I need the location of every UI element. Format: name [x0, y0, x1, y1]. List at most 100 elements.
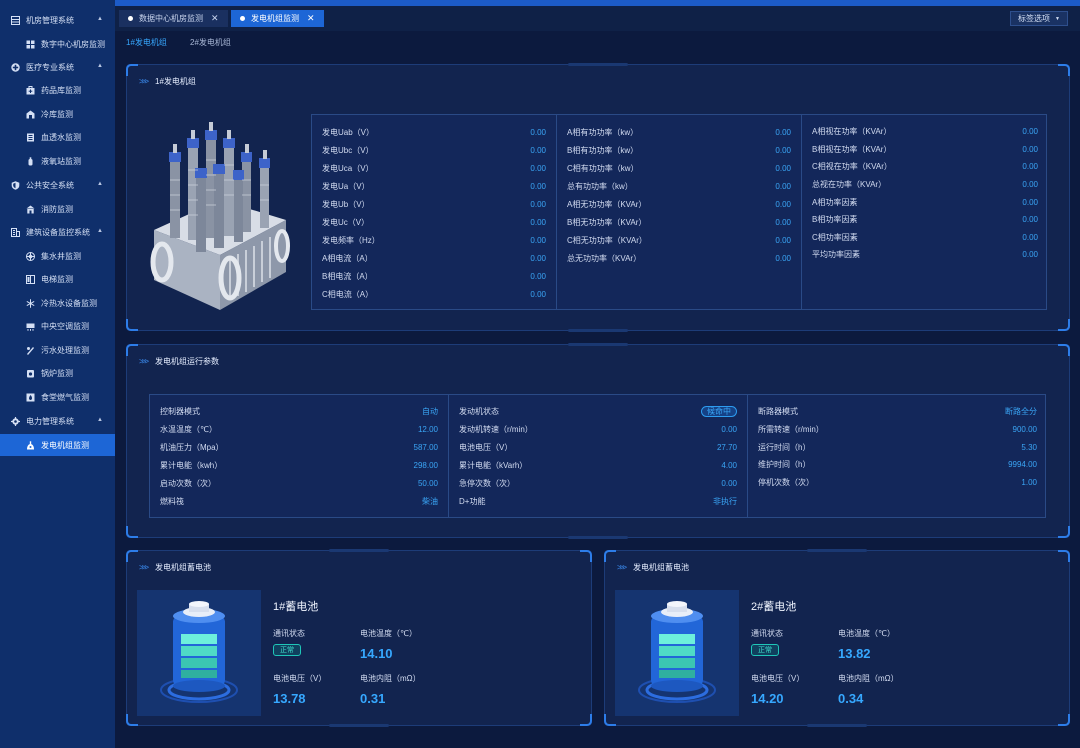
edge-deco — [568, 536, 628, 539]
sidebar-item-dialysis[interactable]: 血透水监测 — [0, 126, 115, 148]
data-row: 急停次数（次） 0.00 — [459, 477, 737, 489]
sidebar-group-room[interactable]: 机房管理系统 ▲ — [0, 9, 115, 31]
data-row: B相视在功率（KVAr） 0.00 — [812, 143, 1038, 155]
runtime-data-table: 控制器模式 自动 水温温度（℃） 12.00 机油压力（Mpa） 587.00 累计电… — [149, 394, 1046, 518]
sidebar-item-hotcold[interactable]: 冷热水设备监测 — [0, 292, 115, 314]
row-label: 电池电压（V） — [459, 442, 513, 452]
battery-panel-2: >>> 发电机组蓄电池 2#蓄电池 通讯状态 正常 电池温度（℃） 13.82 … — [604, 549, 1070, 727]
subtab-generator-1[interactable]: 1#发电机组 — [126, 38, 167, 47]
data-row: 发电Ubc（V） 0.00 — [322, 144, 546, 156]
chevron-up-icon[interactable]: ▲ — [97, 228, 103, 234]
tab-generator[interactable]: 发电机组监测 ✕ — [231, 10, 324, 27]
shield-icon — [11, 180, 20, 190]
sidebar-item-oxygen[interactable]: 液氧站监测 — [0, 150, 115, 172]
row-value: 0.00 — [530, 145, 546, 155]
corner-deco — [126, 344, 138, 356]
data-row: 总视在功率（KVAr） 0.00 — [812, 178, 1038, 190]
chevron-up-icon[interactable]: ▲ — [97, 417, 103, 423]
double-chevron-icon: >>> — [139, 357, 149, 366]
row-value: 0.00 — [1022, 249, 1038, 259]
sidebar-group-safety[interactable]: 公共安全系统 ▲ — [0, 174, 115, 196]
sidebar-item-cold[interactable]: 冷库监测 — [0, 103, 115, 125]
boiler-icon — [26, 369, 35, 378]
sidebar-item-boiler[interactable]: 锅炉监测 — [0, 362, 115, 384]
row-label: 总有功功率（kw） — [567, 181, 633, 191]
status-badge: 正常 — [751, 644, 779, 656]
close-icon[interactable]: ✕ — [307, 13, 315, 23]
data-row: 断路器模式 断路全分 — [758, 405, 1037, 417]
sidebar-item-fire[interactable]: 消防监测 — [0, 198, 115, 220]
tab-bar: 数据中心机房监测 ✕ 发电机组监测 ✕ 标签选项 ▼ — [115, 6, 1080, 31]
sidebar-item-label: 公共安全系统 — [26, 180, 74, 190]
status-badge: 候命中 — [701, 405, 737, 417]
sidebar-item-medicine[interactable]: 药品库监测 — [0, 79, 115, 101]
resistance-value: 0.34 — [838, 691, 864, 706]
row-value: 0.00 — [530, 253, 546, 263]
sidebar-group-medical[interactable]: 医疗专业系统 ▲ — [0, 56, 115, 78]
close-icon[interactable]: ✕ — [211, 13, 219, 23]
data-row: 发动机状态 候命中 — [459, 405, 737, 417]
sidebar-item-sewage[interactable]: 污水处理监测 — [0, 339, 115, 361]
tab-options-button[interactable]: 标签选项 ▼ — [1010, 11, 1068, 26]
corner-deco — [1058, 64, 1070, 76]
row-label: C相电流（A） — [322, 289, 374, 299]
row-label: A相功率因素 — [812, 197, 858, 207]
sidebar-item-hvac[interactable]: 中央空调监测 — [0, 315, 115, 337]
double-chevron-icon: >>> — [139, 77, 149, 86]
medical-cross-icon — [11, 62, 20, 72]
battery-icon — [160, 601, 238, 703]
sidebar-item-label: 集水井监测 — [41, 251, 81, 261]
sidebar-item-sump[interactable]: 集水井监测 — [0, 245, 115, 267]
double-chevron-icon: >>> — [139, 563, 149, 572]
edge-deco — [329, 724, 389, 727]
panel-title-text: 发电机组蓄电池 — [633, 563, 690, 572]
temp-value: 14.10 — [360, 646, 393, 661]
cold-storage-icon — [26, 110, 35, 119]
sidebar-item-gas[interactable]: 食堂燃气监测 — [0, 386, 115, 408]
row-value: 0.00 — [775, 235, 791, 245]
chevron-up-icon[interactable]: ▲ — [97, 16, 103, 22]
sidebar-item-label: 污水处理监测 — [41, 345, 89, 355]
sidebar-item-label: 电力管理系统 — [26, 416, 74, 426]
data-row: A相无功功率（KVAr） 0.00 — [567, 198, 791, 210]
row-label: 累计电能（kVarh） — [459, 460, 528, 470]
row-label: 发动机转速（r/min） — [459, 424, 533, 434]
data-row: 发电Uca（V） 0.00 — [322, 162, 546, 174]
sidebar-item-label: 医疗专业系统 — [26, 62, 74, 72]
tab-datacenter[interactable]: 数据中心机房监测 ✕ — [119, 10, 228, 27]
chevron-up-icon[interactable]: ▲ — [97, 63, 103, 69]
row-value: 0.00 — [1022, 144, 1038, 154]
generator-subtabs: 1#发电机组 2#发电机组 — [115, 31, 1080, 52]
volt-label: 电池电压（V） — [751, 674, 805, 683]
sidebar-item-generator[interactable]: 发电机组监测 — [0, 434, 115, 456]
data-row: 发电Uc（V） 0.00 — [322, 216, 546, 228]
row-label: 总视在功率（KVAr） — [812, 179, 887, 189]
sidebar-item-label: 食堂燃气监测 — [41, 392, 89, 402]
row-label: A相无功功率（KVAr） — [567, 199, 647, 209]
row-label: 启动次数（次） — [160, 478, 216, 488]
power-gear-icon — [11, 416, 20, 426]
data-row: 控制器模式 自动 — [160, 405, 438, 417]
sidebar-group-building[interactable]: 建筑设备监控系统 ▲ — [0, 221, 115, 243]
generator-col-voltage: 发电Uab（V） 0.00 发电Ubc（V） 0.00 发电Uca（V） 0.00 发… — [312, 115, 557, 309]
panel-title: >>> 发电机组运行参数 — [139, 356, 219, 367]
sidebar-group-power[interactable]: 电力管理系统 ▲ — [0, 410, 115, 432]
data-row: 水温温度（℃） 12.00 — [160, 423, 438, 435]
temp-label: 电池温度（℃） — [360, 629, 417, 638]
row-label: 燃料筏 — [160, 496, 184, 506]
row-label: A相电流（A） — [322, 253, 373, 263]
chevron-down-icon: ▼ — [1055, 15, 1060, 22]
row-value: 0.00 — [1022, 179, 1038, 189]
row-label: 机油压力（Mpa） — [160, 442, 224, 452]
row-value: 0.00 — [530, 289, 546, 299]
subtab-generator-2[interactable]: 2#发电机组 — [190, 38, 231, 47]
data-row: B相无功功率（KVAr） 0.00 — [567, 216, 791, 228]
dialysis-water-icon — [26, 133, 35, 142]
snowflake-icon — [26, 298, 35, 308]
tab-label: 发电机组监测 — [251, 14, 299, 23]
sidebar-item-datacenter[interactable]: 数字中心机房监测 — [0, 33, 115, 55]
row-label: A相视在功率（KVAr） — [812, 126, 892, 136]
chevron-up-icon[interactable]: ▲ — [97, 181, 103, 187]
corner-deco — [126, 319, 138, 331]
sidebar-item-elevator[interactable]: 电梯监测 — [0, 268, 115, 290]
